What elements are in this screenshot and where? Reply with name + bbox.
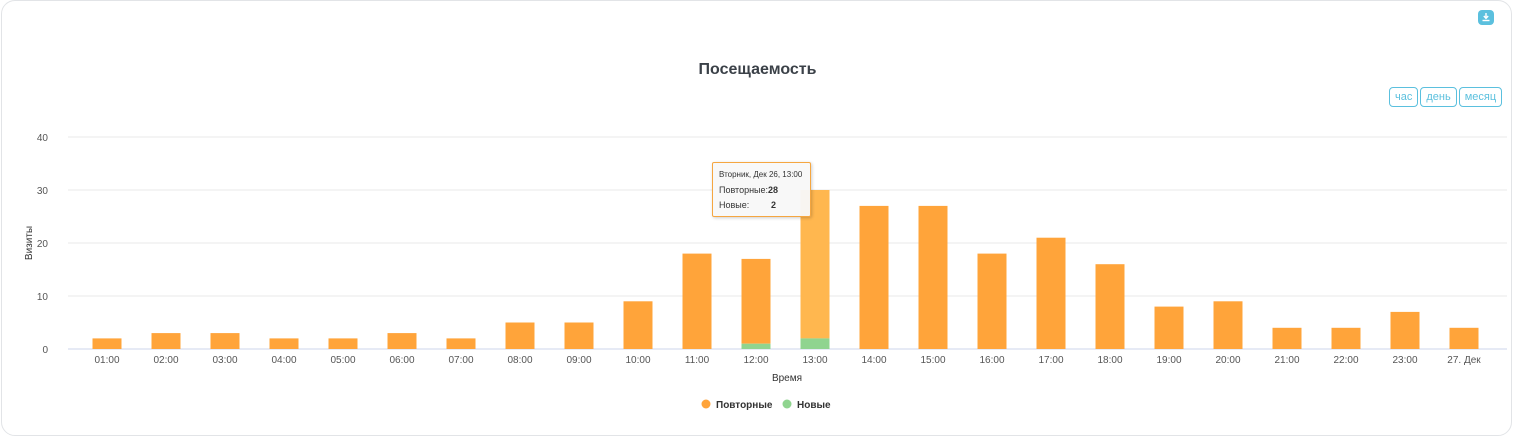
bar-returning[interactable] xyxy=(1390,311,1420,349)
x-tick-label: 13:00 xyxy=(802,355,827,366)
range-button-month[interactable]: месяц xyxy=(1458,87,1503,107)
bar-returning[interactable] xyxy=(564,322,594,350)
x-tick-label: 19:00 xyxy=(1156,355,1181,366)
x-tick-label: 17:00 xyxy=(1038,355,1063,366)
bar-returning[interactable] xyxy=(328,338,358,349)
bar-new[interactable] xyxy=(741,343,771,349)
x-tick-label: 04:00 xyxy=(271,355,296,366)
bar-returning[interactable] xyxy=(1449,327,1479,349)
legend: Повторные Новые xyxy=(701,399,832,412)
x-tick-label: 23:00 xyxy=(1392,355,1417,366)
bar-returning[interactable] xyxy=(1095,264,1125,349)
x-tick-label: 01:00 xyxy=(94,355,119,366)
x-tick-label: 20:00 xyxy=(1215,355,1240,366)
bar-returning[interactable] xyxy=(446,338,476,349)
legend-label-returning: Повторные xyxy=(716,400,773,411)
x-tick-label: 18:00 xyxy=(1097,355,1122,366)
x-tick-label: 08:00 xyxy=(507,355,532,366)
legend-marker-returning xyxy=(701,399,711,409)
bar-returning[interactable] xyxy=(1154,306,1184,349)
x-tick-label: 12:00 xyxy=(743,355,768,366)
y-tick-label: 10 xyxy=(37,292,49,303)
y-tick-label: 30 xyxy=(37,186,49,197)
range-selector: час день месяц xyxy=(1389,87,1503,107)
x-tick-label: 27. Дек xyxy=(1447,355,1481,366)
bar-returning[interactable] xyxy=(623,301,653,349)
tooltip-label-new: Новые: xyxy=(719,200,750,210)
y-tick-label: 0 xyxy=(42,345,48,356)
bar-returning[interactable] xyxy=(269,338,299,349)
bar-returning[interactable] xyxy=(859,205,889,349)
chart-title: Посещаемость xyxy=(698,61,817,78)
x-tick-label: 15:00 xyxy=(920,355,945,366)
bar-returning[interactable] xyxy=(151,333,181,349)
legend-item-new[interactable]: Новые xyxy=(782,399,832,412)
tooltip-value-returning: 28 xyxy=(768,185,779,195)
bar-returning[interactable] xyxy=(92,338,122,349)
tooltip: Вторник, Дек 26, 13:00 Повторные:28 Новы… xyxy=(712,162,811,217)
bar-returning[interactable] xyxy=(1036,237,1066,349)
tooltip-label-returning: Повторные: xyxy=(719,185,769,195)
range-button-day[interactable]: день xyxy=(1420,87,1457,107)
x-tick-label: 05:00 xyxy=(330,355,355,366)
download-button[interactable] xyxy=(1478,10,1494,25)
bars xyxy=(92,190,1479,350)
y-axis-ticks: 0 10 20 30 40 xyxy=(37,133,49,356)
range-button-hour[interactable]: час xyxy=(1389,87,1419,107)
x-tick-label: 09:00 xyxy=(566,355,591,366)
x-tick-label: 14:00 xyxy=(861,355,886,366)
bar-returning[interactable] xyxy=(387,333,417,349)
legend-item-returning[interactable]: Повторные xyxy=(701,399,773,412)
x-tick-label: 16:00 xyxy=(979,355,1004,366)
x-tick-label: 06:00 xyxy=(389,355,414,366)
download-icon xyxy=(1482,13,1490,22)
tooltip-row-new: Новые: 2 xyxy=(719,198,804,213)
tooltip-row-returning: Повторные:28 xyxy=(719,183,804,198)
x-tick-label: 11:00 xyxy=(685,355,710,366)
y-axis-title: Визиты xyxy=(24,226,35,260)
bar-returning[interactable] xyxy=(741,258,771,344)
x-tick-label: 02:00 xyxy=(153,355,178,366)
bar-returning[interactable] xyxy=(1272,327,1302,349)
bar-returning[interactable] xyxy=(1213,301,1243,349)
legend-label-new: Новые xyxy=(797,400,831,411)
x-axis-ticks: 01:00 02:00 03:00 04:00 05:00 06:00 07:00 08:00… xyxy=(94,355,1481,366)
y-tick-label: 20 xyxy=(37,239,49,250)
bar-returning[interactable] xyxy=(682,253,712,349)
tooltip-header: Вторник, Дек 26, 13:00 xyxy=(719,170,803,179)
x-tick-label: 07:00 xyxy=(448,355,473,366)
x-axis-title: Время xyxy=(772,373,802,384)
legend-marker-new xyxy=(782,399,792,409)
x-tick-label: 03:00 xyxy=(212,355,237,366)
bar-new[interactable] xyxy=(800,338,830,349)
bar-returning[interactable] xyxy=(505,322,535,350)
bar-returning[interactable] xyxy=(918,205,948,349)
x-tick-label: 10:00 xyxy=(625,355,650,366)
bar-returning[interactable] xyxy=(210,333,240,349)
bar-returning[interactable] xyxy=(1331,327,1361,349)
x-tick-label: 22:00 xyxy=(1333,355,1358,366)
tooltip-value-new: 2 xyxy=(771,200,777,210)
bar-returning[interactable] xyxy=(977,253,1007,349)
x-tick-label: 21:00 xyxy=(1274,355,1299,366)
y-tick-label: 40 xyxy=(37,133,49,144)
grid-lines xyxy=(68,136,1507,350)
